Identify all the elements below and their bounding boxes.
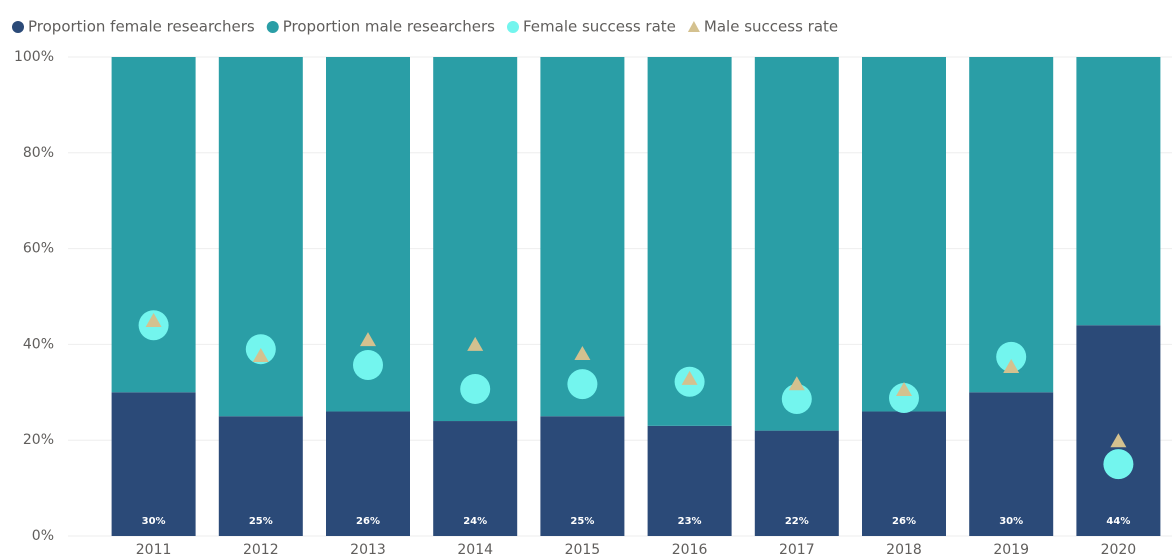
data-label: 30% <box>999 516 1023 527</box>
marker <box>1110 433 1127 448</box>
data-label: 25% <box>570 516 594 527</box>
x-tick-label: 2016 <box>672 542 708 558</box>
data-label: 44% <box>1106 516 1130 527</box>
y-tick-label: 0% <box>32 528 54 544</box>
bar-segment <box>540 57 625 417</box>
x-tick-label: 2012 <box>243 542 279 558</box>
legend-label: Proportion female researchers <box>28 18 255 36</box>
legend-marker <box>12 21 24 33</box>
data-label: 30% <box>142 516 166 527</box>
y-tick-label: 60% <box>23 241 54 257</box>
marker <box>1103 449 1134 480</box>
marker <box>996 341 1027 372</box>
y-tick-label: 80% <box>23 145 54 161</box>
bar-segment <box>1076 325 1161 536</box>
marker <box>252 347 269 362</box>
legend: Proportion female researchers Proportion … <box>12 18 838 36</box>
marker <box>889 383 919 414</box>
bar-segment <box>433 421 518 536</box>
y-tick-label: 20% <box>23 432 54 448</box>
bar-segment <box>111 392 196 536</box>
marker <box>460 373 491 404</box>
bar-segment <box>862 57 946 412</box>
data-label: 24% <box>463 516 487 527</box>
data-label: 23% <box>678 516 702 527</box>
legend-label: Female success rate <box>523 18 676 36</box>
x-tick-label: 2015 <box>565 542 601 558</box>
legend-marker <box>687 21 700 32</box>
marker <box>353 349 383 380</box>
marker <box>360 332 376 347</box>
bar-segment <box>754 430 839 536</box>
bar-segment <box>647 57 732 426</box>
x-tick-label: 2019 <box>993 542 1029 558</box>
x-tick-label: 2020 <box>1101 542 1137 558</box>
bar-segment <box>540 416 625 536</box>
bar-segment <box>647 425 732 536</box>
marker <box>145 312 162 327</box>
x-tick-label: 2013 <box>350 542 386 558</box>
data-label: 22% <box>785 516 809 527</box>
bar-segment <box>1076 57 1161 326</box>
marker <box>781 384 812 415</box>
y-tick-label: 100% <box>14 49 54 65</box>
bar-segment <box>111 57 196 393</box>
x-tick-label: 2011 <box>136 542 172 558</box>
legend-label: Male success rate <box>704 18 838 36</box>
x-tick-label: 2017 <box>779 542 815 558</box>
legend-marker <box>266 21 279 33</box>
legend-marker <box>506 21 519 33</box>
bar-segment <box>326 411 410 536</box>
bar-segment <box>433 57 518 422</box>
bar-segment <box>218 416 303 536</box>
marker <box>574 346 591 361</box>
x-tick-label: 2014 <box>457 542 493 558</box>
bar-segment <box>969 392 1054 536</box>
bar-segment <box>969 57 1054 393</box>
data-label: 25% <box>249 516 273 527</box>
marker <box>1003 358 1020 373</box>
data-label: 26% <box>356 516 380 527</box>
legend-label: Proportion male researchers <box>283 18 495 36</box>
marker <box>681 370 698 385</box>
x-tick-label: 2018 <box>886 542 922 558</box>
marker <box>896 381 912 396</box>
marker <box>788 376 805 391</box>
marker <box>567 369 598 400</box>
y-tick-label: 40% <box>23 336 54 352</box>
bar-segment <box>754 57 839 431</box>
marker <box>467 336 484 351</box>
bar-segment <box>862 411 946 536</box>
data-label: 26% <box>892 516 916 527</box>
